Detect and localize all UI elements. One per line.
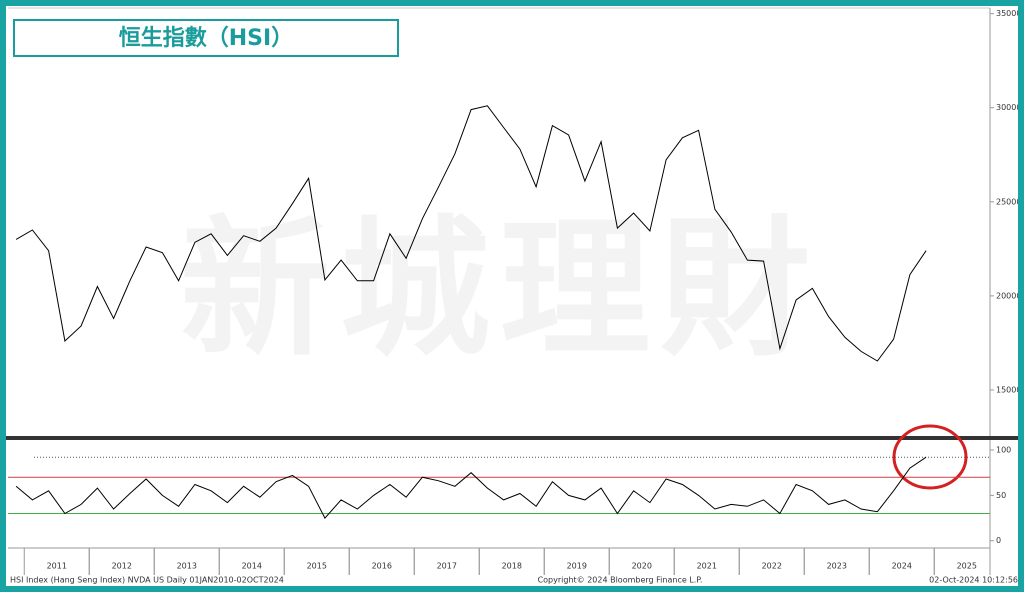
x-tick-label: 2019	[567, 562, 587, 571]
x-tick-label: 2025	[957, 562, 977, 571]
x-tick-label: 2015	[307, 562, 327, 571]
y-tick-label: 25000	[996, 197, 1021, 206]
watermark: 新城理財	[180, 203, 820, 377]
y-tick-label: 15000	[996, 385, 1021, 394]
x-tick-label: 2022	[762, 562, 782, 571]
x-tick-label: 2016	[372, 562, 392, 571]
x-tick-label: 2017	[437, 562, 457, 571]
y-tick-label: 30000	[996, 103, 1021, 112]
y-tick-label: 35000	[996, 9, 1021, 18]
x-tick-label: 2018	[502, 562, 522, 571]
footer-right: 02-Oct-2024 10:12:56	[929, 576, 1018, 585]
x-tick-label: 2012	[112, 562, 132, 571]
data-line	[15, 456, 927, 519]
x-tick-label: 2011	[47, 562, 67, 571]
chart-title: 恒生指數（HSI）	[119, 25, 293, 51]
footer-left: HSI Index (Hang Seng Index) NVDA US Dail…	[10, 576, 284, 585]
x-tick-label: 2014	[242, 562, 262, 571]
y-tick-label: 50	[996, 491, 1006, 500]
y-tick-label: 0	[996, 536, 1001, 545]
y-tick-label: 100	[996, 445, 1011, 454]
x-tick-label: 2023	[827, 562, 847, 571]
x-tick-label: 2021	[697, 562, 717, 571]
x-tick-label: 2024	[892, 562, 912, 571]
x-tick-label: 2013	[177, 562, 197, 571]
highlight-circle	[892, 424, 968, 490]
x-tick-label: 2020	[632, 562, 652, 571]
y-tick-label: 20000	[996, 291, 1021, 300]
footer-center: Copyright© 2024 Bloomberg Finance L.P.	[538, 576, 703, 585]
title-box	[13, 19, 399, 57]
data-line	[15, 105, 927, 362]
